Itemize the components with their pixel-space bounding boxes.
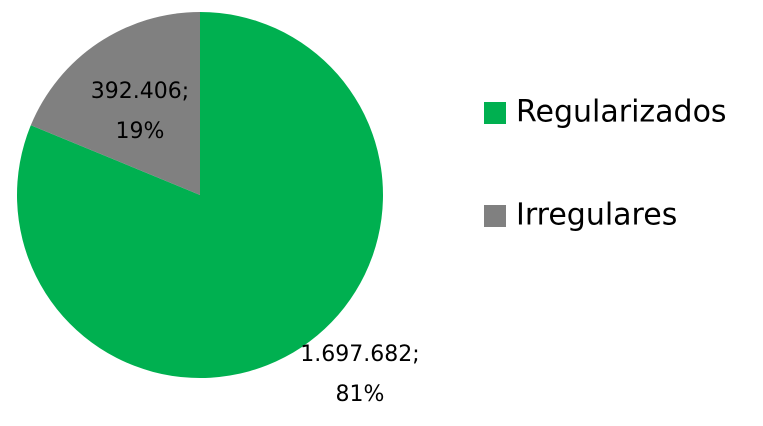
percentage-label: 81% xyxy=(336,382,385,407)
legend-label: Regularizados xyxy=(516,95,727,130)
data-label: 1.697.682; xyxy=(300,342,419,367)
percentage-label: 19% xyxy=(116,119,165,144)
legend-swatch xyxy=(484,205,506,227)
legend-swatch xyxy=(484,102,506,124)
pie-slice xyxy=(30,12,201,195)
data-label: 392.406; xyxy=(91,79,189,104)
legend-label: Irregulares xyxy=(516,198,677,233)
